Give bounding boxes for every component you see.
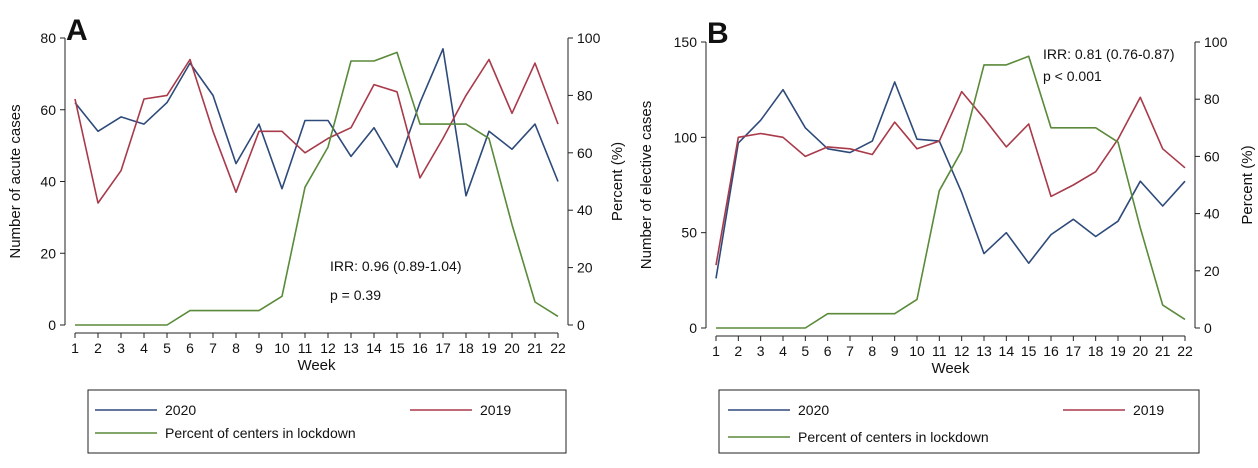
left-y-axis-title: Number of acute cases [7,104,24,258]
x-tick-label: 6 [186,340,194,356]
x-tick-label: 1 [712,343,720,359]
right-y-tick-label: 60 [577,145,593,161]
x-tick-label: 9 [255,340,263,356]
x-tick-label: 10 [909,343,925,359]
x-tick-label: 20 [1133,343,1149,359]
left-y-tick-label: 40 [40,174,56,190]
legend-entry-lockdown-label: Percent of centers in lockdown [798,429,989,445]
x-tick-label: 2 [94,340,102,356]
x-tick-label: 7 [846,343,854,359]
x-tick-label: 16 [1043,343,1059,359]
x-tick-label: 20 [504,340,520,356]
panel-letter: A [66,14,88,47]
x-tick-label: 18 [1088,343,1104,359]
right-y-tick-label: 20 [1204,263,1220,279]
p-value-annotation: p < 0.001 [1043,68,1102,84]
legend-box [87,389,567,454]
x-tick-label: 14 [366,340,382,356]
x-tick-label: 13 [976,343,992,359]
x-tick-label: 2 [734,343,742,359]
left-y-tick-label: 20 [40,245,56,261]
panel-letter: B [707,17,729,50]
irr-annotation: IRR: 0.96 (0.89-1.04) [330,258,462,274]
x-tick-label: 13 [343,340,359,356]
legend-entry-2019-label: 2019 [1133,402,1164,418]
x-tick-label: 21 [1155,343,1171,359]
legend: 2020 2019 Percent of centers in lockdown [718,389,1200,454]
x-tick-label: 15 [389,340,405,356]
legend-box [718,389,1200,454]
right-y-tick-label: 0 [1204,320,1212,336]
right-y-tick-label: 0 [577,317,585,333]
left-y-tick-label: 50 [681,225,697,241]
x-tick-label: 14 [999,343,1015,359]
left-y-tick-label: 80 [40,30,56,46]
right-y-tick-label: 20 [577,260,593,276]
series-lockdown-line [716,55,1186,329]
right-y-tick-label: 80 [577,87,593,103]
series-lockdown-line [75,51,559,326]
x-tick-label: 19 [1110,343,1126,359]
legend: 2020 2019 Percent of centers in lockdown [87,389,567,454]
right-y-tick-label: 60 [1204,148,1220,164]
legend-entry-2020-label: 2020 [798,402,829,418]
right-y-axis-title: Percent (%) [609,142,626,221]
x-tick-label: 7 [209,340,217,356]
x-tick-label: 5 [801,343,809,359]
x-tick-label: 18 [458,340,474,356]
legend-entry-2019-label: 2019 [480,402,511,418]
x-tick-label: 6 [824,343,832,359]
left-y-tick-label: 0 [689,320,697,336]
right-y-tick-label: 100 [577,30,601,46]
right-y-tick-label: 100 [1204,34,1228,50]
x-tick-label: 17 [435,340,451,356]
x-tick-label: 12 [320,340,336,356]
x-tick-label: 3 [117,340,125,356]
irr-annotation: IRR: 0.81 (0.76-0.87) [1043,46,1175,62]
left-y-tick-label: 150 [674,34,698,50]
x-tick-label: 15 [1021,343,1037,359]
right-y-tick-label: 40 [1204,206,1220,222]
x-tick-label: 1 [71,340,79,356]
x-tick-label: 5 [163,340,171,356]
x-tick-label: 19 [481,340,497,356]
x-axis-title: Week [931,360,970,377]
series-2019-line [74,58,559,204]
series-2019-line [715,90,1186,266]
left-y-tick-label: 100 [674,129,698,145]
x-tick-label: 11 [932,343,947,359]
x-tick-label: 22 [550,340,566,356]
p-value-annotation: p = 0.39 [330,287,381,303]
x-tick-label: 16 [412,340,428,356]
left-y-tick-label: 0 [48,317,56,333]
x-tick-label: 22 [1177,343,1193,359]
x-tick-label: 9 [891,343,899,359]
x-tick-label: 4 [779,343,787,359]
left-y-axis-title: Number of elective cases [638,101,655,269]
x-tick-label: 4 [140,340,148,356]
x-tick-label: 10 [274,340,290,356]
right-y-axis-title: Percent (%) [1239,145,1256,224]
x-tick-label: 11 [298,340,313,356]
x-tick-label: 8 [868,343,876,359]
x-tick-label: 21 [527,340,543,356]
legend-entry-2020-label: 2020 [165,402,196,418]
x-tick-label: 8 [232,340,240,356]
left-y-tick-label: 60 [40,102,56,118]
right-y-tick-label: 80 [1204,91,1220,107]
right-y-tick-label: 40 [577,202,593,218]
series-2020-line [715,81,1186,279]
x-tick-label: 12 [954,343,970,359]
x-tick-label: 3 [757,343,765,359]
x-axis-title: Week [297,357,336,374]
legend-entry-lockdown-label: Percent of centers in lockdown [165,425,356,441]
series-2020-line [74,47,559,197]
x-tick-label: 17 [1066,343,1082,359]
